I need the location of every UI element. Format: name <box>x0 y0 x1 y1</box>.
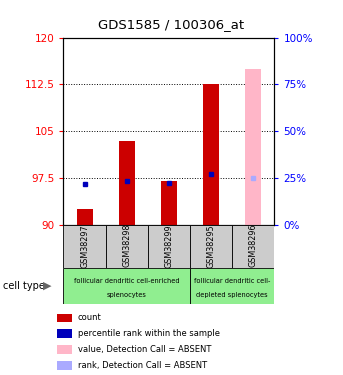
Bar <box>63 268 190 304</box>
Bar <box>190 268 274 304</box>
Bar <box>57 362 72 370</box>
Text: GSM38297: GSM38297 <box>80 224 89 267</box>
Bar <box>161 181 177 225</box>
Text: follicular dendritic cell-enriched: follicular dendritic cell-enriched <box>74 278 179 284</box>
Text: percentile rank within the sample: percentile rank within the sample <box>78 329 220 338</box>
Text: rank, Detection Call = ABSENT: rank, Detection Call = ABSENT <box>78 361 207 370</box>
Bar <box>203 84 219 225</box>
Text: GSM38299: GSM38299 <box>164 224 174 267</box>
Text: ▶: ▶ <box>43 281 51 291</box>
Text: count: count <box>78 313 101 322</box>
Bar <box>106 225 148 268</box>
Text: value, Detection Call = ABSENT: value, Detection Call = ABSENT <box>78 345 211 354</box>
Bar <box>76 209 93 225</box>
Text: follicular dendritic cell-: follicular dendritic cell- <box>194 278 270 284</box>
Text: GSM38296: GSM38296 <box>249 224 258 267</box>
Bar <box>63 225 106 268</box>
Bar <box>148 225 190 268</box>
Text: splenocytes: splenocytes <box>107 292 147 298</box>
Text: GSM38295: GSM38295 <box>206 224 216 267</box>
Bar <box>57 345 72 354</box>
Text: depleted splenocytes: depleted splenocytes <box>197 292 268 298</box>
Bar <box>190 225 232 268</box>
Bar <box>232 225 274 268</box>
Bar <box>57 314 72 322</box>
Text: cell type: cell type <box>3 281 45 291</box>
Text: GDS1585 / 100306_at: GDS1585 / 100306_at <box>98 18 245 31</box>
Text: GSM38298: GSM38298 <box>122 224 131 267</box>
Bar <box>57 330 72 338</box>
Bar <box>119 141 135 225</box>
Bar <box>245 69 261 225</box>
